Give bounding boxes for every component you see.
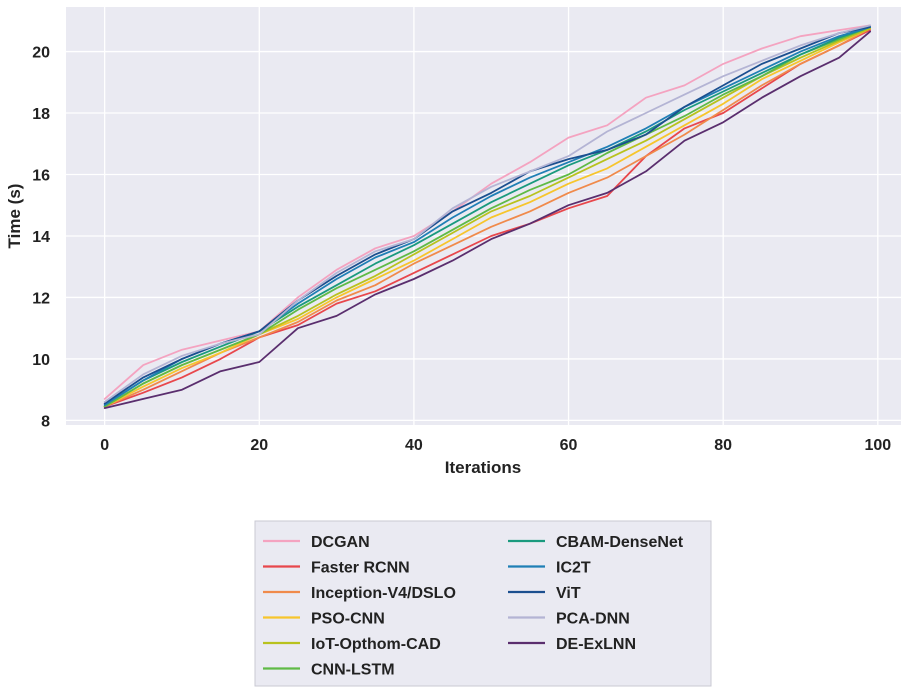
series-line-pso-cnn bbox=[103, 27, 871, 408]
legend-items: DCGAN Faster RCNN Inception-V4/DSLO PSO-CNN… bbox=[263, 534, 684, 679]
legend-label-vit: ViT bbox=[556, 585, 581, 602]
series-line-cnn-lstm bbox=[103, 26, 871, 408]
legend: DCGAN Faster RCNN Inception-V4/DSLO PSO-CNN… bbox=[254, 520, 712, 687]
series-line-de-exlnn bbox=[103, 30, 871, 410]
y-tick-label: 14 bbox=[32, 229, 50, 246]
tick-labels: 0 20 40 60 80 100 8 10 12 14 16 18 20 bbox=[32, 45, 891, 454]
x-tick-label: 80 bbox=[714, 437, 732, 454]
y-tick-label: 10 bbox=[32, 352, 50, 369]
series-line-dcgan bbox=[103, 24, 871, 400]
x-tick-label: 40 bbox=[405, 437, 423, 454]
legend-label-de-exlnn: DE-ExLNN bbox=[556, 636, 636, 653]
y-axis-label: Time (s) bbox=[5, 184, 24, 249]
y-tick-label: 18 bbox=[32, 106, 50, 123]
legend-label-ic2t: IC2T bbox=[556, 560, 591, 577]
series-line-faster-rcnn bbox=[103, 29, 871, 408]
x-tick-label: 60 bbox=[560, 437, 578, 454]
series-line-pca-dnn bbox=[103, 24, 871, 403]
legend-label-cbam-densenet: CBAM-DenseNet bbox=[556, 534, 684, 551]
series-line-inception-v4-dslo bbox=[103, 27, 871, 408]
series-line-cbam-densenet bbox=[103, 26, 871, 406]
x-tick-label: 100 bbox=[864, 437, 891, 454]
legend-frame bbox=[254, 520, 712, 687]
series-line-vit bbox=[103, 26, 871, 405]
x-axis-label: Iterations bbox=[445, 458, 522, 477]
y-tick-label: 12 bbox=[32, 290, 50, 307]
x-tick-label: 20 bbox=[250, 437, 268, 454]
legend-label-pca-dnn: PCA-DNN bbox=[556, 611, 630, 628]
legend-label-iot-opthom-cad: IoT-Opthom-CAD bbox=[311, 636, 441, 653]
legend-label-pso-cnn: PSO-CNN bbox=[311, 611, 385, 628]
legend-label-cnn-lstm: CNN-LSTM bbox=[311, 662, 395, 679]
legend-label-faster-rcnn: Faster RCNN bbox=[311, 560, 410, 577]
series-lines bbox=[103, 24, 871, 410]
y-tick-label: 20 bbox=[32, 45, 50, 62]
y-tick-label: 8 bbox=[41, 413, 50, 430]
x-tick-label: 0 bbox=[100, 437, 109, 454]
legend-label-dcgan: DCGAN bbox=[311, 534, 370, 551]
y-tick-label: 16 bbox=[32, 168, 50, 185]
legend-label-inception-v4-dslo: Inception-V4/DSLO bbox=[311, 585, 456, 602]
